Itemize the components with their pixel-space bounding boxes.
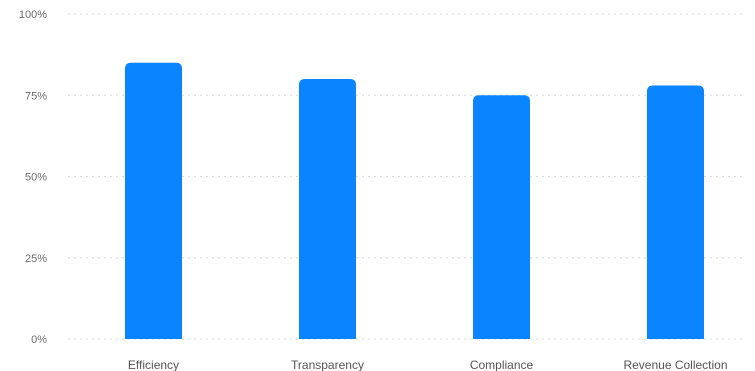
y-tick-label-75: 75%	[25, 90, 47, 102]
bar-compliance	[473, 95, 530, 339]
x-label-transparency: Transparency	[291, 358, 364, 371]
bar-transparency	[299, 79, 356, 339]
x-label-revenue-collection: Revenue Collection	[623, 358, 727, 371]
y-tick-label-25: 25%	[25, 253, 47, 265]
y-tick-label-50: 50%	[25, 172, 47, 184]
x-axis-category-labels: Efficiency Transparency Compliance Revenue …	[128, 358, 728, 371]
bars	[125, 62, 704, 339]
x-label-efficiency: Efficiency	[128, 358, 179, 371]
x-label-compliance: Compliance	[470, 358, 534, 371]
y-tick-label-100: 100%	[19, 9, 47, 21]
y-gridlines	[68, 13, 745, 340]
y-tick-label-0: 0%	[31, 334, 47, 346]
bar-revenue-collection	[647, 85, 704, 339]
y-axis-tick-labels: 0% 25% 50% 75% 100%	[19, 9, 47, 346]
bar-efficiency	[125, 62, 182, 339]
